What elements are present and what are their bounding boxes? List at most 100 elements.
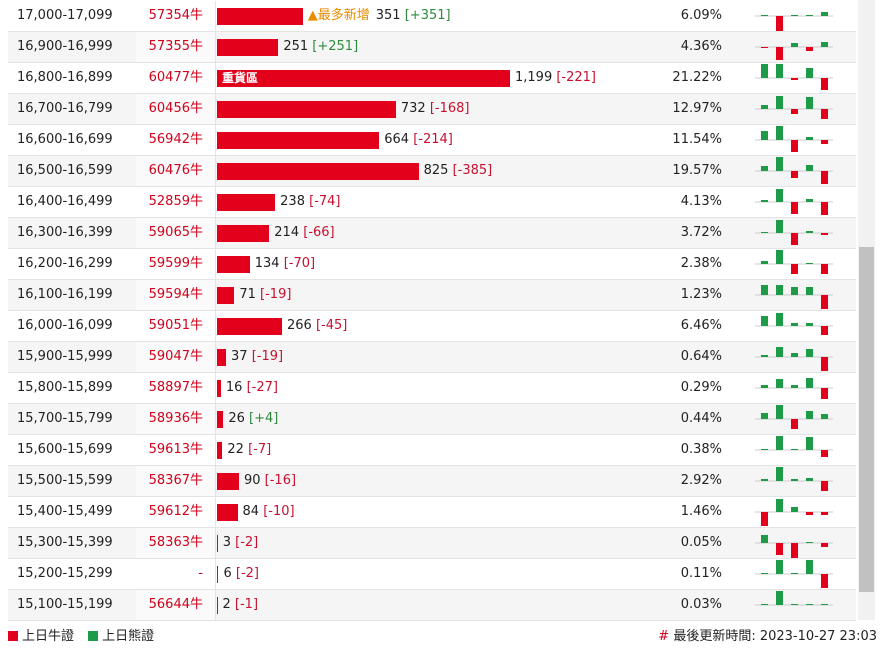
spark-bar [821, 171, 828, 184]
table-row: 15,200-15,299 -6 [-2] 0.11% [8, 559, 856, 590]
spark-bar [821, 481, 828, 491]
spark-bar [761, 131, 768, 140]
count: 6 [223, 566, 232, 581]
warrant-code: 57354牛 [136, 1, 216, 31]
count-text: 214 [-66] [274, 218, 334, 248]
spark-bar [806, 97, 813, 109]
count-text: 71 [-19] [239, 280, 291, 310]
change: [+4] [249, 411, 279, 426]
spark-bar [821, 574, 828, 588]
warrant-code: 58367牛 [136, 466, 216, 496]
count: 732 [400, 101, 426, 116]
warrant-code: 59594牛 [136, 280, 216, 310]
percentage: 3.72% [680, 225, 722, 240]
spark-bar [776, 436, 783, 450]
warrant-code: 56644牛 [136, 590, 216, 620]
count-text: 90 [-16] [244, 466, 296, 496]
spark-bar [806, 165, 813, 171]
count-text: 2 [-1] [222, 590, 258, 620]
warrant-code: 60476牛 [136, 156, 216, 186]
spark-bar [806, 199, 813, 202]
count-text: 22 [-7] [227, 435, 271, 465]
table-row: 16,600-16,699 56942牛 664 [-214] 11.54% [8, 125, 856, 156]
spark-bar [776, 126, 783, 140]
strike-range: 16,700-16,799 [17, 101, 113, 116]
count-text: 3 [-2] [223, 528, 259, 558]
sparkline [755, 285, 833, 309]
spark-bar [761, 449, 768, 450]
count-bar [217, 442, 223, 459]
spark-bar [821, 326, 828, 335]
table-row: 16,000-16,099 59051牛 266 [-45] 6.46% [8, 311, 856, 342]
table-row: 16,900-16,999 57355牛 251 [+251] 4.36% [8, 32, 856, 63]
spark-bar [821, 543, 828, 547]
count-bar [217, 39, 279, 56]
warrant-code: 52859牛 [136, 187, 216, 217]
sparkline [755, 12, 833, 31]
percentage: 1.23% [680, 287, 722, 302]
strike-range: 15,800-15,899 [17, 380, 113, 395]
spark-bar [806, 349, 813, 357]
spark-bar [776, 313, 783, 326]
change: [-66] [303, 225, 335, 240]
percentage: 4.13% [680, 194, 722, 209]
sparkline [755, 436, 833, 457]
warrant-code: 58897牛 [136, 373, 216, 403]
spark-bar [776, 220, 783, 233]
spark-bar [791, 449, 798, 450]
spark-bar [806, 437, 813, 450]
spark-bar [761, 355, 768, 357]
percentage: 4.36% [680, 39, 722, 54]
spark-bar [791, 353, 798, 357]
legend-swatch [88, 631, 99, 641]
count: 214 [274, 225, 300, 240]
count-bar [217, 504, 238, 521]
spark-bar [791, 15, 798, 16]
count-text: 664 [-214] [384, 125, 453, 155]
warrant-code: 58936牛 [136, 404, 216, 434]
change: [-168] [429, 101, 470, 116]
scrollbar[interactable] [858, 0, 875, 620]
spark-bar [761, 316, 768, 326]
spark-bar [761, 413, 768, 419]
scroll-thumb[interactable] [859, 247, 874, 592]
sparkline [755, 96, 833, 119]
count-text: 26 [+4] [228, 404, 278, 434]
update-mark: # [658, 629, 670, 644]
spark-bar [791, 140, 798, 152]
count-bar [217, 256, 250, 273]
spark-bar [776, 47, 783, 60]
spark-bar [821, 78, 828, 90]
sparkline [755, 499, 833, 526]
warrant-code: 58363牛 [136, 528, 216, 558]
spark-bar [791, 233, 798, 245]
table-row: 16,100-16,199 59594牛 71 [-19] 1.23% [8, 280, 856, 311]
spark-bar [806, 287, 813, 295]
change: [+251] [312, 39, 359, 54]
spark-bar [806, 15, 813, 16]
table-row: 16,300-16,399 59065牛 214 [-66] 3.72% [8, 218, 856, 249]
sparkline [755, 560, 833, 588]
spark-bar [761, 573, 768, 574]
percentage: 19.57% [672, 163, 722, 178]
count: 351 [375, 8, 401, 23]
spark-bar [806, 378, 813, 388]
spark-bar [821, 414, 828, 419]
spark-bar [776, 379, 783, 388]
count-bar [217, 380, 221, 397]
spark-bar [761, 15, 768, 16]
count: 71 [239, 287, 256, 302]
count: 37 [231, 349, 248, 364]
spark-bar [761, 512, 768, 526]
sparkline [755, 189, 833, 215]
spark-bar [791, 323, 798, 326]
change: [-74] [309, 194, 341, 209]
spark-bar [791, 78, 798, 80]
spark-bar [806, 604, 813, 605]
table-row: 16,200-16,299 59599牛 134 [-70] 2.38% [8, 249, 856, 280]
strike-range: 15,700-15,799 [17, 411, 113, 426]
spark-bar [761, 261, 768, 264]
spark-bar [806, 478, 813, 481]
strike-range: 16,100-16,199 [17, 287, 113, 302]
change: [-214] [413, 132, 453, 147]
